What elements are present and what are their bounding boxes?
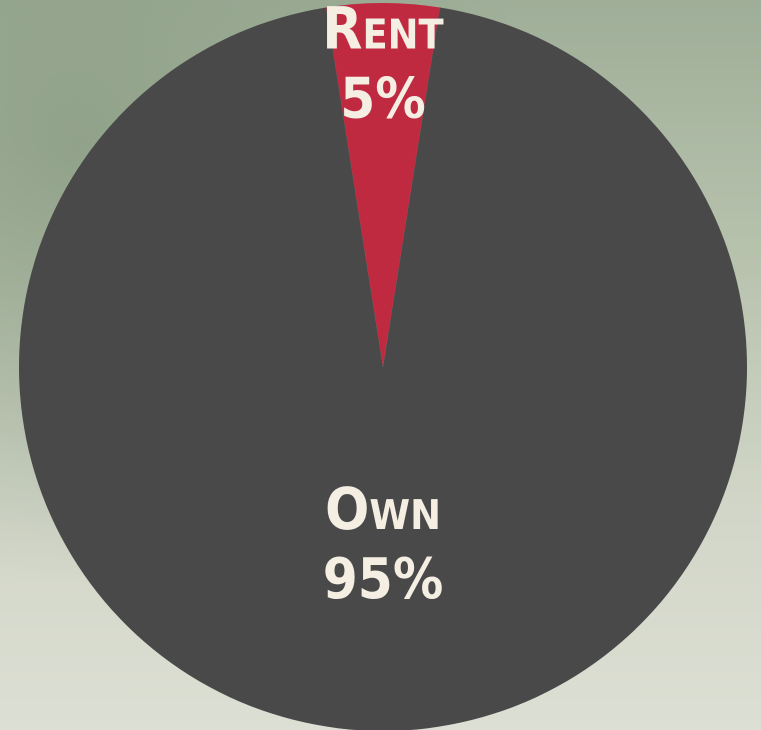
slice-category-label: Rent	[322, 0, 443, 63]
slice-category-label: Own	[325, 475, 441, 543]
slice-value-label: 5%	[340, 67, 426, 132]
pie-slice	[19, 7, 747, 730]
slice-value-label: 95%	[323, 547, 444, 612]
pie	[19, 3, 747, 730]
pie-slice	[326, 3, 440, 368]
